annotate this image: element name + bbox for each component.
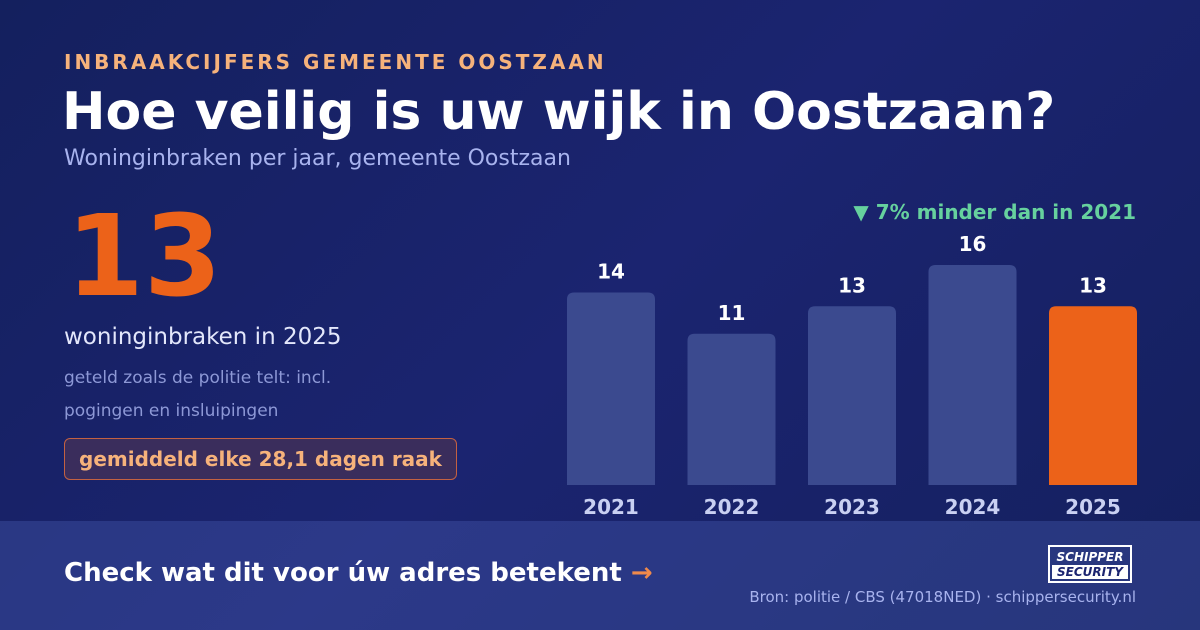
tick-label-2025: 2025 [1065,495,1121,519]
page-subtitle: Woninginbraken per jaar, gemeente Oostza… [64,146,571,171]
bar-chart: 14 2021 11 2022 13 2023 16 2024 13 2025 [567,232,1137,519]
value-label-2025: 13 [1079,273,1107,297]
tick-label-2022: 2022 [704,495,760,519]
highlight-caption: woninginbraken in 2025 [64,324,342,350]
tick-label-2021: 2021 [583,495,639,519]
value-label-2022: 11 [718,301,746,325]
bar-2023 [808,306,896,485]
bar-2022 [687,333,776,485]
tick-label-2024: 2024 [945,495,1001,519]
value-label-2023: 13 [838,273,866,297]
change-indicator: ▼ 7% minder dan in 2021 [853,200,1136,224]
company-logo: SCHIPPER SECURITY [1048,545,1132,583]
footer-bar [0,521,1200,630]
logo-line-2: SECURITY [1052,564,1128,579]
value-label-2021: 14 [597,260,625,284]
highlight-number: 13 [66,192,222,322]
bar-2025 [1049,306,1137,485]
bar-2021 [567,292,655,485]
counting-note: geteld zoals de politie telt: incl. pogi… [64,368,332,421]
arrow-right-icon: → [630,558,653,588]
eyebrow-label: INBRAAKCIJFERS GEMEENTE OOSTZAAN [64,50,607,74]
bar-2024 [928,265,1017,485]
frequency-badge: gemiddeld elke 28,1 dagen raak [64,438,457,480]
source-note: Bron: politie / CBS (47018NED) · schippe… [749,588,1136,606]
value-label-2024: 16 [959,232,987,256]
logo-line-1: SCHIPPER [1056,549,1124,564]
page-title: Hoe veilig is uw wijk in Oostzaan? [62,82,1056,142]
cta-link[interactable]: Check wat dit voor úw adres betekent → [64,558,653,588]
cta-text: Check wat dit voor úw adres betekent [64,558,622,588]
tick-label-2023: 2023 [824,495,880,519]
